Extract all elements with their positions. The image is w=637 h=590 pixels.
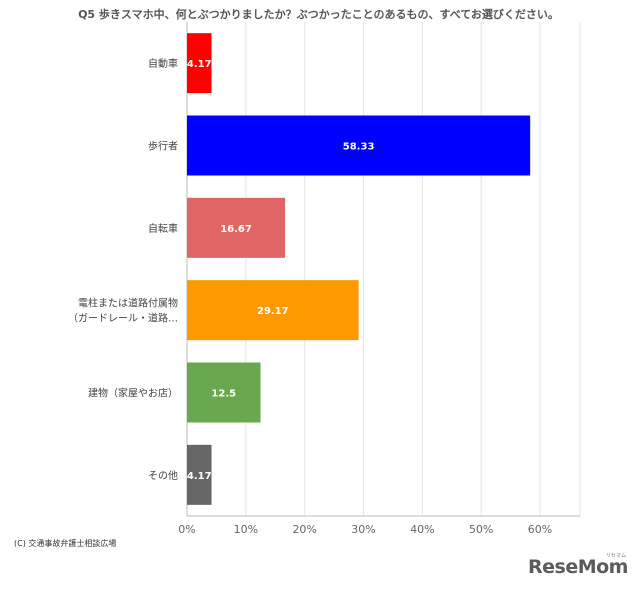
category-label: （ガードレール・道路… [68,312,178,325]
bars: 4.17 58.33 16.67 29.17 12.5 4.17 [187,33,531,505]
category-label: 建物（家屋やお店） [88,387,178,400]
copyright-credit: (C) 交通事故弁護士相談広場 [14,539,117,548]
x-tick-label: 0% [178,523,195,536]
x-tick-label: 20% [292,523,316,536]
category-label: その他 [148,469,178,482]
x-tick-label: 10% [234,523,258,536]
category-label: 自動車 [148,57,178,70]
data-label: 29.17 [257,306,289,317]
bar [187,444,212,505]
bar [187,280,359,341]
data-label: 16.67 [220,224,252,235]
bar [187,33,212,94]
resemom-logo-sub: リセマム [606,553,627,559]
data-label: 4.17 [187,471,212,482]
data-label: 12.5 [211,389,236,400]
data-label: 4.17 [187,59,212,70]
data-label: 58.33 [343,142,375,153]
category-label: 歩行者 [148,140,178,153]
category-label: 電柱または道路付属物 [78,297,178,310]
resemom-logo: ReseMom [528,556,628,578]
x-tick-label: 30% [351,523,375,536]
x-tick-label: 50% [469,523,493,536]
gridlines [186,22,581,517]
x-tick-label: 60% [528,523,552,536]
x-axis-ticks: 0% 10% 20% 30% 40% 50% 60% [178,523,552,536]
x-tick-label: 40% [410,523,434,536]
chart-title: Q5 歩きスマホ中、何とぶつかりましたか？ぶつかったことのあるもの、すべてお選び… [78,8,559,21]
bar [187,115,531,176]
category-label: 自転車 [148,222,178,235]
bar [187,362,261,423]
bar [187,197,286,258]
